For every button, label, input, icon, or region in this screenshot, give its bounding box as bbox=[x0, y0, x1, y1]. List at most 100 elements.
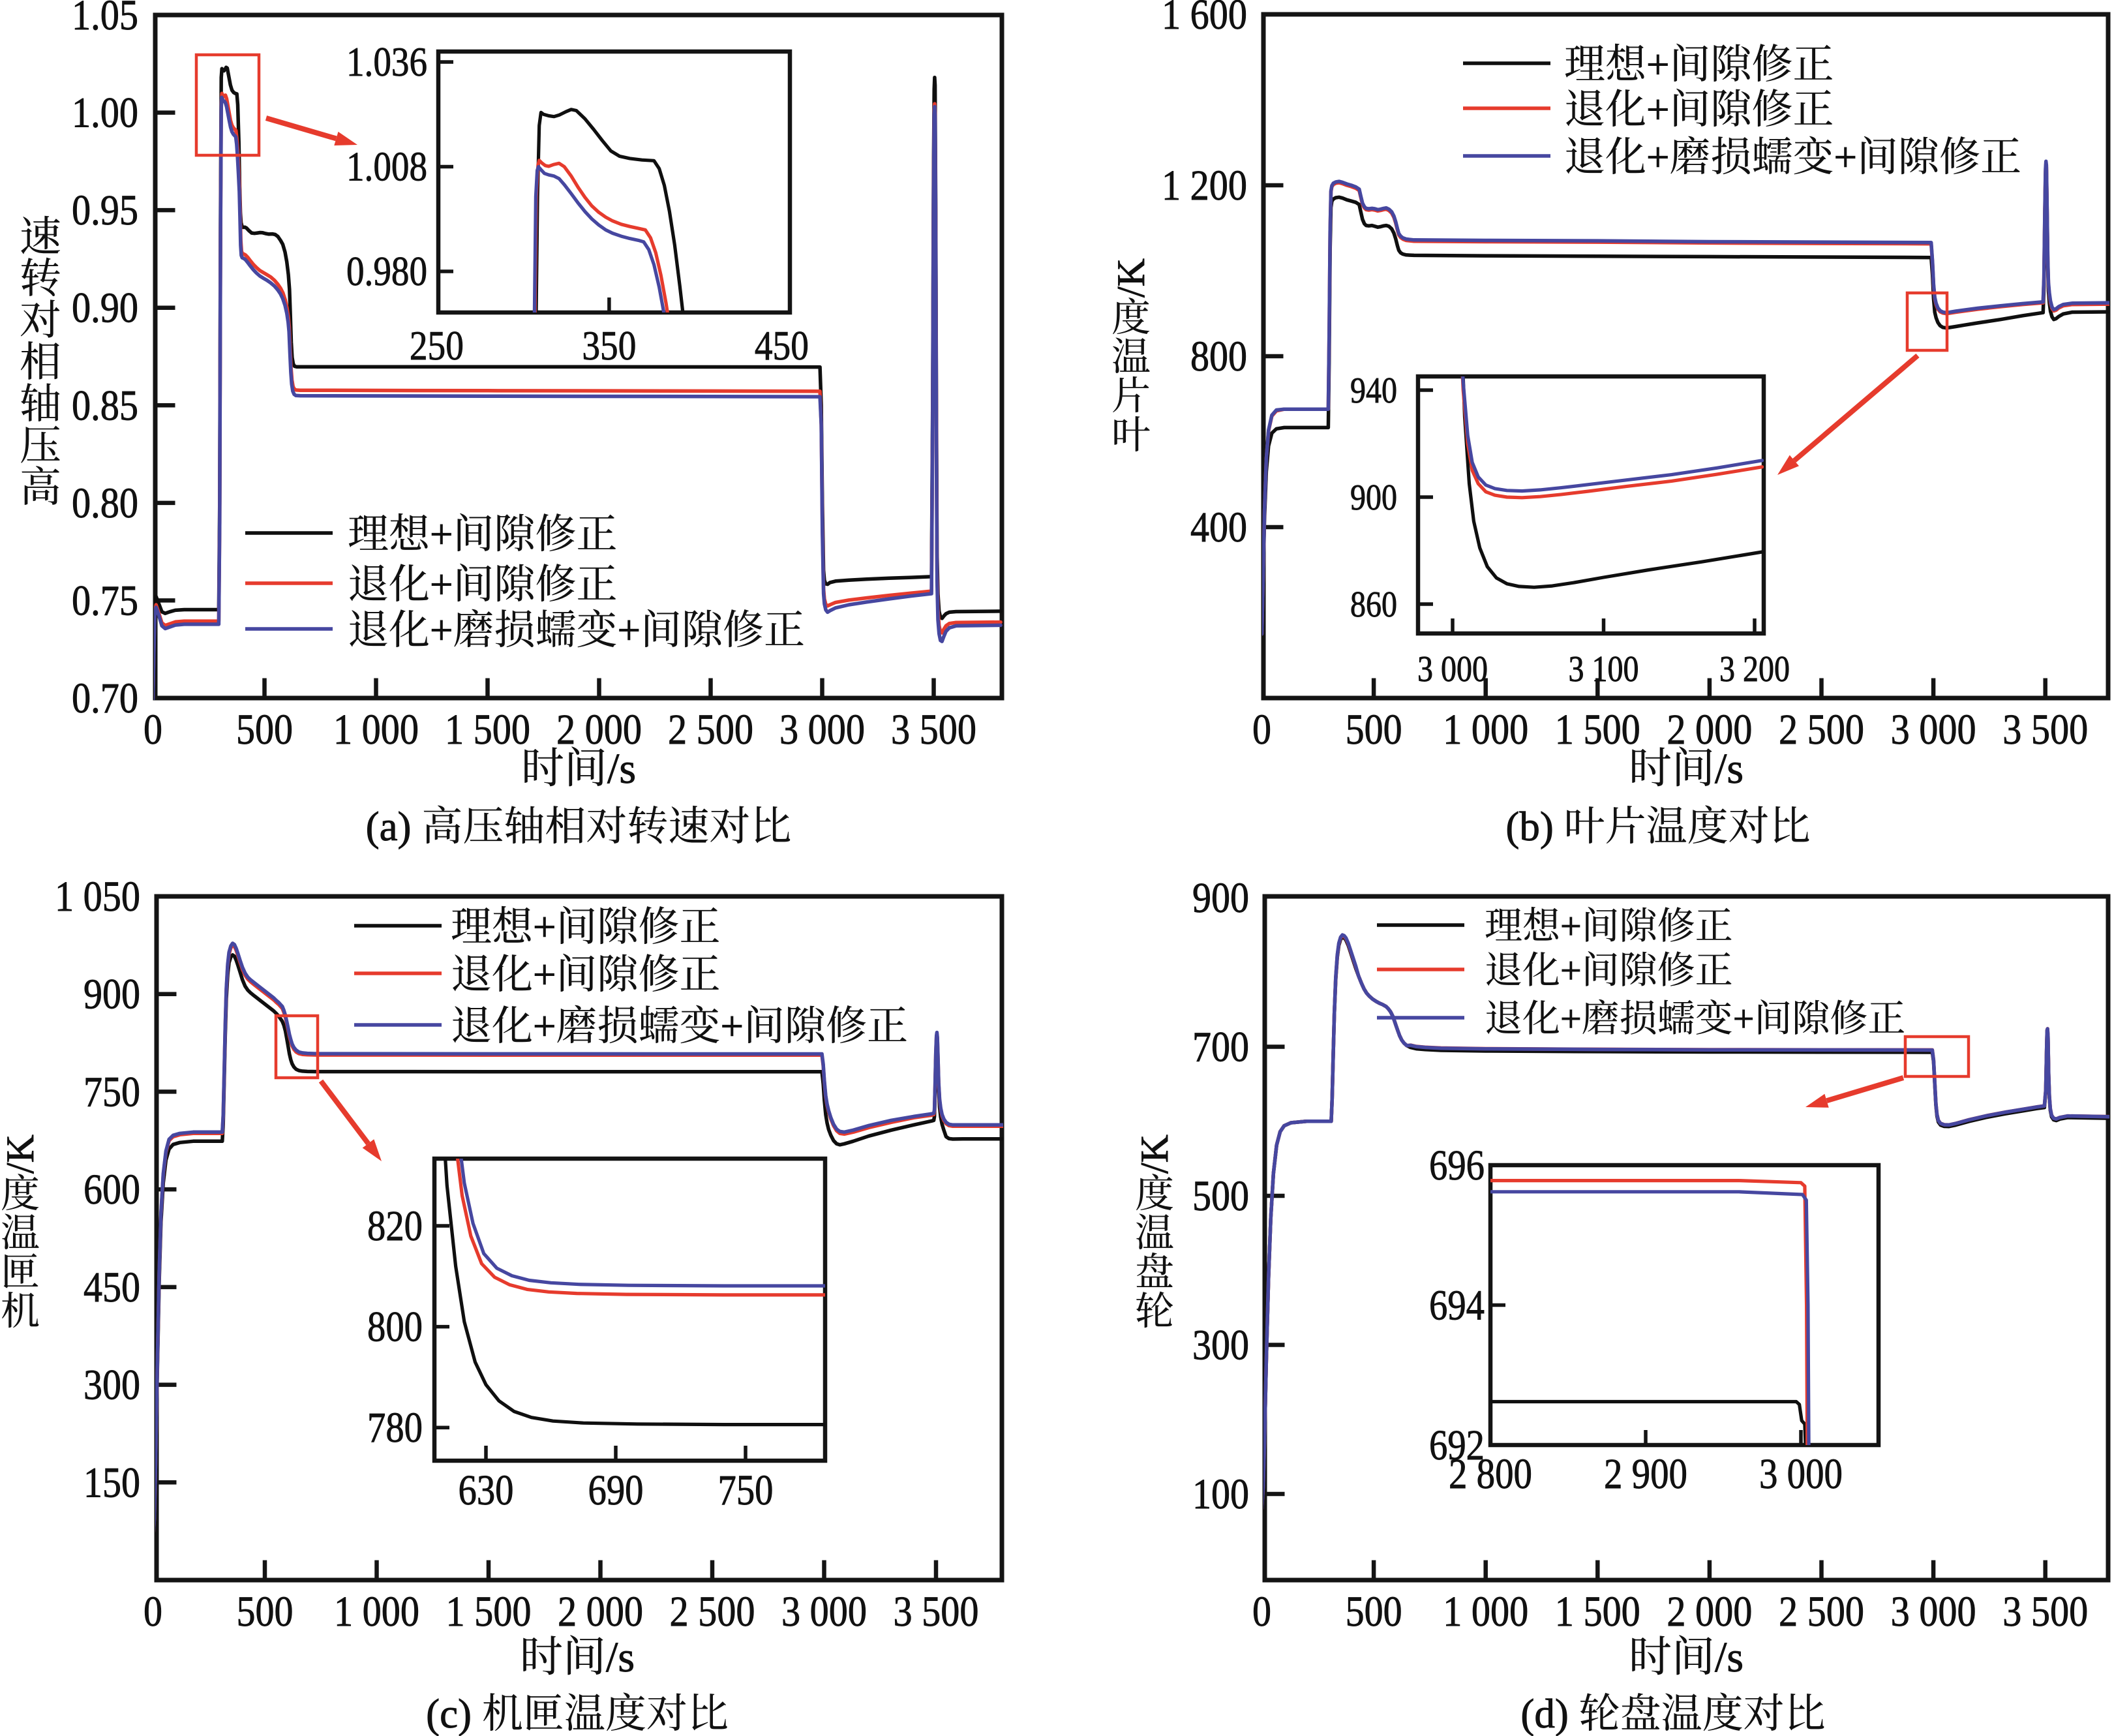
svg-text:500: 500 bbox=[1346, 1588, 1402, 1636]
svg-text:0: 0 bbox=[1252, 706, 1271, 754]
svg-text:+: + bbox=[1733, 997, 1755, 1040]
svg-text:2 500: 2 500 bbox=[1779, 706, 1864, 754]
svg-text:2 000: 2 000 bbox=[556, 706, 642, 754]
svg-text:+: + bbox=[533, 952, 556, 997]
svg-text:600: 600 bbox=[83, 1166, 140, 1213]
svg-text:694: 694 bbox=[1429, 1282, 1485, 1330]
svg-text:1 500: 1 500 bbox=[1555, 1588, 1640, 1636]
svg-text:1 000: 1 000 bbox=[1443, 706, 1528, 754]
svg-text:/s: /s bbox=[607, 745, 636, 793]
svg-text:2 000: 2 000 bbox=[558, 1588, 643, 1636]
svg-text:3 200: 3 200 bbox=[1719, 649, 1790, 690]
svg-text:+: + bbox=[1646, 87, 1670, 132]
svg-text:+: + bbox=[430, 607, 453, 653]
svg-text:750: 750 bbox=[718, 1467, 774, 1514]
svg-text:1 600: 1 600 bbox=[1162, 0, 1247, 38]
svg-text:/K: /K bbox=[0, 1134, 42, 1174]
svg-text:/K: /K bbox=[1110, 258, 1153, 297]
svg-text:1.008: 1.008 bbox=[346, 144, 427, 190]
svg-text:900: 900 bbox=[1350, 478, 1397, 518]
svg-text:900: 900 bbox=[1192, 874, 1249, 922]
svg-text:3 000: 3 000 bbox=[1759, 1450, 1843, 1498]
svg-text:1 000: 1 000 bbox=[1443, 1588, 1528, 1636]
svg-text:0.980: 0.980 bbox=[346, 248, 427, 294]
svg-text:+: + bbox=[1560, 949, 1582, 992]
svg-text:300: 300 bbox=[83, 1362, 140, 1409]
svg-text:0.85: 0.85 bbox=[72, 382, 138, 429]
svg-text:0: 0 bbox=[143, 1588, 162, 1636]
svg-text:1 500: 1 500 bbox=[445, 706, 530, 754]
svg-text:1.05: 1.05 bbox=[72, 0, 138, 39]
svg-text:/s: /s bbox=[606, 1634, 635, 1681]
svg-text:500: 500 bbox=[1192, 1172, 1249, 1220]
svg-text:940: 940 bbox=[1350, 371, 1397, 411]
svg-text:0: 0 bbox=[143, 706, 162, 754]
svg-text:250: 250 bbox=[410, 322, 464, 369]
svg-text:2 000: 2 000 bbox=[1667, 706, 1752, 754]
svg-text:/s: /s bbox=[1715, 1634, 1744, 1681]
svg-text:+: + bbox=[1560, 997, 1582, 1040]
svg-text:+: + bbox=[1560, 905, 1582, 947]
svg-text:630: 630 bbox=[459, 1467, 514, 1514]
svg-text:0: 0 bbox=[1252, 1588, 1271, 1636]
svg-text:3 000: 3 000 bbox=[1891, 706, 1976, 754]
svg-text:3 500: 3 500 bbox=[2002, 1588, 2088, 1636]
svg-text:1 200: 1 200 bbox=[1162, 162, 1247, 209]
svg-text:3 000: 3 000 bbox=[1417, 649, 1488, 690]
svg-text:2 000: 2 000 bbox=[1667, 1588, 1752, 1636]
svg-text:780: 780 bbox=[367, 1404, 423, 1452]
svg-text:/s: /s bbox=[1715, 745, 1744, 793]
svg-text:500: 500 bbox=[237, 1588, 294, 1636]
svg-text:2 800: 2 800 bbox=[1449, 1450, 1532, 1498]
svg-text:0.75: 0.75 bbox=[72, 577, 138, 624]
svg-text:300: 300 bbox=[1192, 1322, 1249, 1369]
svg-text:(c): (c) bbox=[426, 1691, 472, 1736]
svg-text:+: + bbox=[1646, 42, 1670, 87]
svg-text:1 050: 1 050 bbox=[55, 873, 140, 921]
svg-text:2 900: 2 900 bbox=[1604, 1450, 1687, 1498]
svg-text:1.036: 1.036 bbox=[346, 38, 427, 85]
svg-text:(d): (d) bbox=[1520, 1691, 1568, 1736]
svg-text:900: 900 bbox=[83, 971, 140, 1018]
svg-text:500: 500 bbox=[236, 706, 293, 754]
svg-text:2 500: 2 500 bbox=[668, 706, 753, 754]
svg-text:0.90: 0.90 bbox=[72, 284, 138, 332]
svg-text:3 000: 3 000 bbox=[1891, 1588, 1976, 1636]
svg-text:+: + bbox=[533, 904, 556, 950]
svg-text:350: 350 bbox=[582, 322, 636, 369]
svg-text:150: 150 bbox=[83, 1459, 140, 1506]
svg-text:1 500: 1 500 bbox=[1555, 706, 1640, 754]
svg-text:2 500: 2 500 bbox=[1779, 1588, 1864, 1636]
svg-text:400: 400 bbox=[1190, 504, 1247, 551]
svg-text:0.95: 0.95 bbox=[72, 187, 138, 234]
svg-text:0.80: 0.80 bbox=[72, 480, 138, 527]
svg-text:3 000: 3 000 bbox=[779, 706, 865, 754]
svg-text:+: + bbox=[1834, 134, 1858, 180]
svg-text:820: 820 bbox=[367, 1202, 423, 1250]
svg-text:3 000: 3 000 bbox=[781, 1588, 867, 1636]
svg-text:1.00: 1.00 bbox=[72, 89, 138, 137]
svg-text:450: 450 bbox=[83, 1264, 140, 1311]
svg-text:3 500: 3 500 bbox=[894, 1588, 979, 1636]
svg-text:(b): (b) bbox=[1505, 804, 1553, 849]
svg-text:750: 750 bbox=[83, 1068, 140, 1116]
svg-text:3 500: 3 500 bbox=[2002, 706, 2088, 754]
svg-text:692: 692 bbox=[1429, 1422, 1485, 1469]
svg-text:860: 860 bbox=[1350, 585, 1397, 625]
svg-text:+: + bbox=[1646, 134, 1670, 180]
svg-text:100: 100 bbox=[1192, 1470, 1249, 1518]
svg-text:800: 800 bbox=[1190, 333, 1247, 380]
svg-text:3 500: 3 500 bbox=[891, 706, 976, 754]
svg-text:+: + bbox=[430, 511, 453, 557]
svg-text:(a): (a) bbox=[366, 804, 412, 849]
svg-text:+: + bbox=[533, 1003, 556, 1049]
svg-text:+: + bbox=[721, 1003, 744, 1049]
svg-text:/K: /K bbox=[1133, 1134, 1176, 1174]
svg-text:+: + bbox=[430, 562, 453, 607]
svg-text:450: 450 bbox=[755, 322, 809, 369]
svg-text:2 500: 2 500 bbox=[670, 1588, 755, 1636]
svg-text:700: 700 bbox=[1192, 1024, 1249, 1071]
svg-text:696: 696 bbox=[1429, 1142, 1485, 1189]
svg-text:0.70: 0.70 bbox=[72, 675, 138, 722]
svg-text:1 000: 1 000 bbox=[333, 706, 419, 754]
